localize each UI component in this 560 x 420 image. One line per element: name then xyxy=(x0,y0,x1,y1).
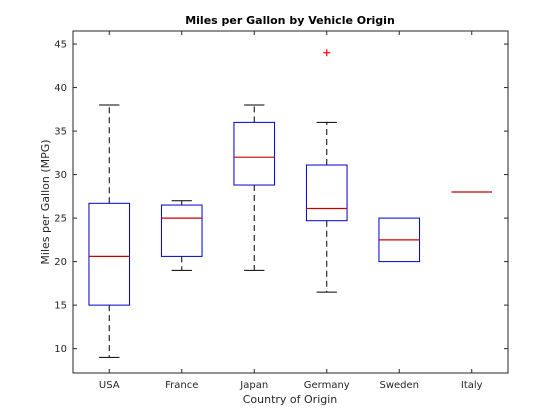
iqr-box xyxy=(305,164,348,222)
x-tick-label: France xyxy=(165,380,198,391)
x-tick-label: Germany xyxy=(304,380,350,391)
y-axis-title: Miles per Gallon (MPG) xyxy=(39,139,52,264)
chart-title: Miles per Gallon by Vehicle Origin xyxy=(185,14,395,27)
x-tick-label: Japan xyxy=(239,380,268,391)
x-tick-label: Italy xyxy=(461,380,483,391)
y-tick-label: 20 xyxy=(54,257,67,268)
boxes xyxy=(88,49,493,358)
plot-area xyxy=(72,30,509,374)
y-tick-label: 45 xyxy=(54,40,67,51)
box-usa xyxy=(88,104,131,358)
y-tick-label: 10 xyxy=(54,344,67,355)
x-axis: USA France Japan Germany Sweden Italy xyxy=(99,31,483,391)
iqr-box xyxy=(233,121,276,186)
y-axis: 10 15 20 25 30 35 40 45 xyxy=(54,40,508,355)
iqr-box xyxy=(160,204,203,257)
box-germany xyxy=(305,49,348,293)
outlier-point xyxy=(323,49,331,57)
y-tick-label: 15 xyxy=(54,301,67,312)
x-tick-label: Sweden xyxy=(379,380,419,391)
box-sweden xyxy=(378,217,421,263)
y-tick-label: 35 xyxy=(54,127,67,138)
y-tick-label: 25 xyxy=(54,214,67,225)
box-japan xyxy=(233,104,276,271)
y-tick-label: 30 xyxy=(54,170,67,181)
y-tick-label: 40 xyxy=(54,83,67,94)
box-france xyxy=(160,200,203,271)
x-tick-label: USA xyxy=(99,380,120,391)
iqr-box xyxy=(88,202,131,306)
x-axis-title: Country of Origin xyxy=(243,393,338,406)
